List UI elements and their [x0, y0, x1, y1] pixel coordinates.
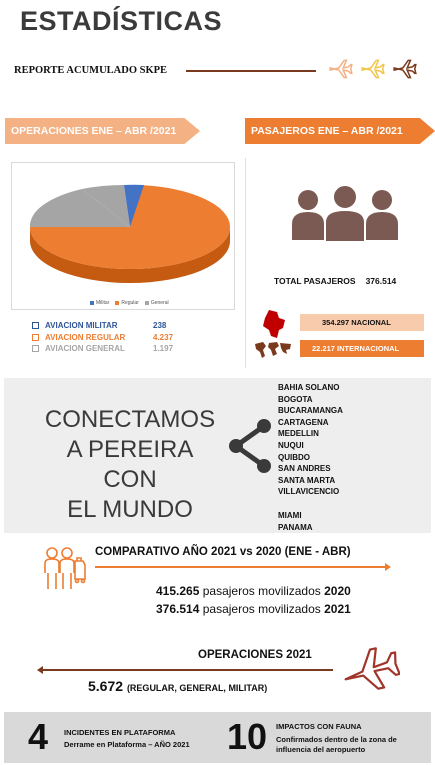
legend-item: Militar: [90, 300, 109, 306]
comparativo-arrow: [95, 563, 391, 570]
plane-icons-group: [328, 56, 418, 82]
operaciones-2021-arrow: [37, 666, 333, 673]
divider-line: [186, 70, 316, 72]
connect-section: [4, 378, 431, 533]
comparativo-2021: 376.514 pasajeros movilizados 2021: [156, 602, 351, 616]
operaciones-pie-chart: [11, 162, 235, 310]
report-subtitle: REPORTE ACUMULADO SKPE: [14, 65, 168, 76]
list-item: AVIACION MILITAR 238: [32, 320, 173, 332]
share-icon: [229, 419, 271, 473]
colombia-map-icon: [263, 310, 285, 338]
list-item: AVIACION REGULAR 4.237: [32, 332, 173, 344]
comparativo-2020: 415.265 pasajeros movilizados 2020: [156, 584, 351, 598]
list-item: MEDELLIN: [278, 429, 319, 439]
list-item: VILLAVICENCIO: [278, 487, 340, 497]
list-item: QUIBDO: [278, 452, 310, 462]
column-divider: [245, 158, 246, 368]
footer-band: [4, 712, 431, 763]
nacional-bar: 354.297 NACIONAL: [300, 314, 424, 331]
fauna-text: IMPACTOS CON FAUNA Confirmados dentro de…: [276, 722, 397, 754]
list-item: MIAMI: [278, 510, 302, 520]
internacional-bar: 22.217 INTERNACIONAL: [300, 340, 424, 357]
connect-heading: CONECTAMOS A PEREIRA CON EL MUNDO: [44, 406, 216, 523]
passengers-outline-icon: [44, 547, 86, 589]
list-item: SAN ANDRES: [278, 464, 331, 474]
operaciones-banner: OPERACIONES ENE – ABR /2021: [5, 118, 200, 144]
plane-icon: [329, 59, 353, 79]
pie-slice-regular-side: [30, 227, 230, 283]
square-bullet-icon: [32, 322, 39, 330]
comparativo-title: COMPARATIVO AÑO 2021 vs 2020 (ENE - ABR): [95, 546, 351, 558]
people-group-icon: [292, 186, 398, 242]
plane-icon: [361, 59, 385, 79]
world-map-icon: [255, 342, 291, 358]
square-bullet-icon: [32, 345, 39, 353]
airplane-icon: [344, 647, 400, 690]
list-item: BAHIA SOLANO: [278, 383, 340, 392]
operaciones-list: AVIACION MILITAR 238 AVIACION REGULAR 4.…: [32, 320, 173, 355]
list-item: BUCARAMANGA: [278, 406, 343, 416]
pie-slice-militar: [124, 184, 144, 227]
plane-icon: [393, 59, 417, 79]
list-item: BOGOTA: [278, 394, 313, 404]
pasajeros-banner: PASAJEROS ENE – ABR /2021: [245, 118, 435, 144]
pie-legend: Militar Regular General: [90, 300, 169, 306]
list-item: AVIACION GENERAL 1.197: [32, 343, 173, 355]
destinations-list: BAHIA SOLANO BOGOTA BUCARAMANGA CARTAGEN…: [278, 382, 343, 533]
list-item: SANTA MARTA: [278, 475, 336, 485]
list-item: CARTAGENA: [278, 417, 329, 427]
incidentes-text: INCIDENTES EN PLATAFORMA Derrame en Plat…: [64, 728, 190, 749]
pie-slice-regular: [30, 185, 231, 269]
operaciones-2021-value: 5.672 (REGULAR, GENERAL, MILITAR): [88, 678, 268, 694]
incidentes-count: 4: [28, 716, 49, 757]
square-bullet-icon: [32, 333, 39, 341]
pie-slice-general-2: [29, 189, 131, 227]
legend-item: Regular: [115, 300, 139, 306]
page-title: ESTADÍSTICAS: [20, 6, 223, 36]
list-item: NUQUI: [278, 440, 304, 450]
list-item: PANAMA: [278, 522, 313, 532]
legend-item: General: [144, 300, 169, 306]
operaciones-2021-title: OPERACIONES 2021: [198, 649, 312, 661]
pie-slice-general: [82, 185, 130, 227]
total-pasajeros: TOTAL PASAJEROS 376.514: [274, 276, 397, 286]
fauna-count: 10: [227, 716, 268, 757]
